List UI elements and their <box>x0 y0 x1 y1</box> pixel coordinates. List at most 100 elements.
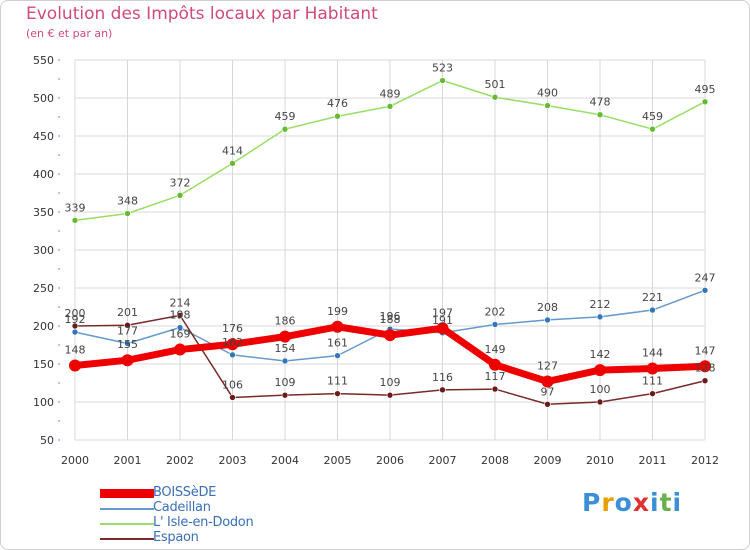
x-tick-label: 2003 <box>219 454 247 467</box>
y-tick-label: 50 <box>40 434 54 447</box>
data-label: 177 <box>117 324 138 337</box>
x-tick-label: 2005 <box>324 454 352 467</box>
logo-letter: o <box>614 488 633 517</box>
proxiti-logo: Proxiti <box>582 488 682 517</box>
data-point <box>124 321 131 329</box>
data-label: 214 <box>170 296 191 309</box>
data-point <box>544 316 551 324</box>
data-label: 128 <box>695 362 716 375</box>
data-label: 459 <box>275 110 296 123</box>
data-point <box>701 98 709 106</box>
data-label: 148 <box>65 344 86 357</box>
data-point <box>176 191 184 199</box>
chart-subtitle: (en € et par an) <box>26 27 113 40</box>
data-point <box>176 312 184 319</box>
data-point <box>226 338 239 351</box>
data-label: 372 <box>170 176 191 189</box>
data-label: 191 <box>432 314 453 327</box>
data-point <box>439 77 446 84</box>
data-label: 221 <box>642 291 663 304</box>
x-tick-label: 2007 <box>429 454 457 467</box>
data-point <box>699 360 711 373</box>
data-point <box>71 217 79 224</box>
data-point <box>386 391 394 399</box>
data-point <box>384 329 396 342</box>
data-point <box>541 375 554 388</box>
data-point <box>646 362 659 375</box>
legend-swatch <box>100 489 154 498</box>
y-tick-label: 550 <box>33 54 54 67</box>
data-label: 142 <box>590 348 611 361</box>
data-label: 201 <box>117 306 138 319</box>
data-label: 169 <box>170 328 191 341</box>
data-label: 501 <box>485 78 506 91</box>
x-tick-label: 2009 <box>534 454 562 467</box>
data-label: 111 <box>642 375 663 388</box>
data-label: 198 <box>170 309 191 322</box>
data-label: 192 <box>65 313 86 326</box>
data-label: 202 <box>485 305 506 318</box>
data-label: 109 <box>275 376 296 389</box>
data-label: 247 <box>695 271 716 284</box>
data-point <box>69 359 81 372</box>
data-point <box>331 320 344 333</box>
data-label: 186 <box>275 315 296 328</box>
y-tick-label: 100 <box>33 396 54 409</box>
legend-swatch <box>100 507 154 510</box>
x-tick-label: 2008 <box>481 454 509 467</box>
data-point <box>489 358 501 371</box>
data-point <box>334 390 341 397</box>
data-label: 111 <box>327 375 348 388</box>
data-label: 212 <box>590 298 611 311</box>
x-tick-label: 2011 <box>639 454 667 467</box>
x-tick-label: 2004 <box>271 454 299 467</box>
data-label: 196 <box>380 310 401 323</box>
logo-letter: t <box>659 488 673 517</box>
data-label: 117 <box>485 370 506 383</box>
data-point <box>649 306 656 314</box>
data-point <box>279 330 291 343</box>
data-label: 414 <box>222 144 243 157</box>
x-tick-label: 2002 <box>166 454 194 467</box>
legend-label: L' Isle-en-Dodon <box>153 515 254 530</box>
data-point <box>124 340 131 347</box>
y-tick-label: 150 <box>33 358 54 371</box>
x-tick-label: 2010 <box>586 454 614 467</box>
y-tick-label: 250 <box>33 282 54 295</box>
data-label: 149 <box>485 343 506 356</box>
data-point <box>71 322 79 330</box>
data-label: 127 <box>537 359 558 372</box>
data-point <box>649 125 656 133</box>
y-tick-label: 500 <box>33 92 54 105</box>
data-label: 116 <box>432 371 453 384</box>
data-point <box>124 210 131 217</box>
data-point <box>229 160 236 167</box>
x-tick-label: 2012 <box>691 454 719 467</box>
y-tick-label: 350 <box>33 206 54 219</box>
data-label: 490 <box>537 87 558 100</box>
legend-label: Cadeillan <box>153 500 211 515</box>
data-point <box>229 394 236 401</box>
data-label: 199 <box>327 305 348 318</box>
data-label: 459 <box>642 110 663 123</box>
y-tick-label: 450 <box>33 130 54 143</box>
data-point <box>281 357 289 365</box>
logo-letter: i <box>650 488 660 517</box>
data-point <box>334 112 341 120</box>
data-label: 489 <box>380 87 401 100</box>
data-label: 200 <box>65 307 86 320</box>
x-tick-label: 2000 <box>61 454 89 467</box>
data-point <box>386 103 394 110</box>
data-point <box>596 398 604 406</box>
data-point <box>436 322 449 335</box>
y-tick-label: 400 <box>33 168 54 181</box>
data-point <box>491 93 499 101</box>
data-label: 162 <box>222 336 243 349</box>
data-point <box>174 343 186 356</box>
data-point <box>701 286 709 294</box>
data-point <box>439 386 446 394</box>
legend-label: BOISSèDE <box>153 485 217 500</box>
data-label: 339 <box>65 201 86 214</box>
